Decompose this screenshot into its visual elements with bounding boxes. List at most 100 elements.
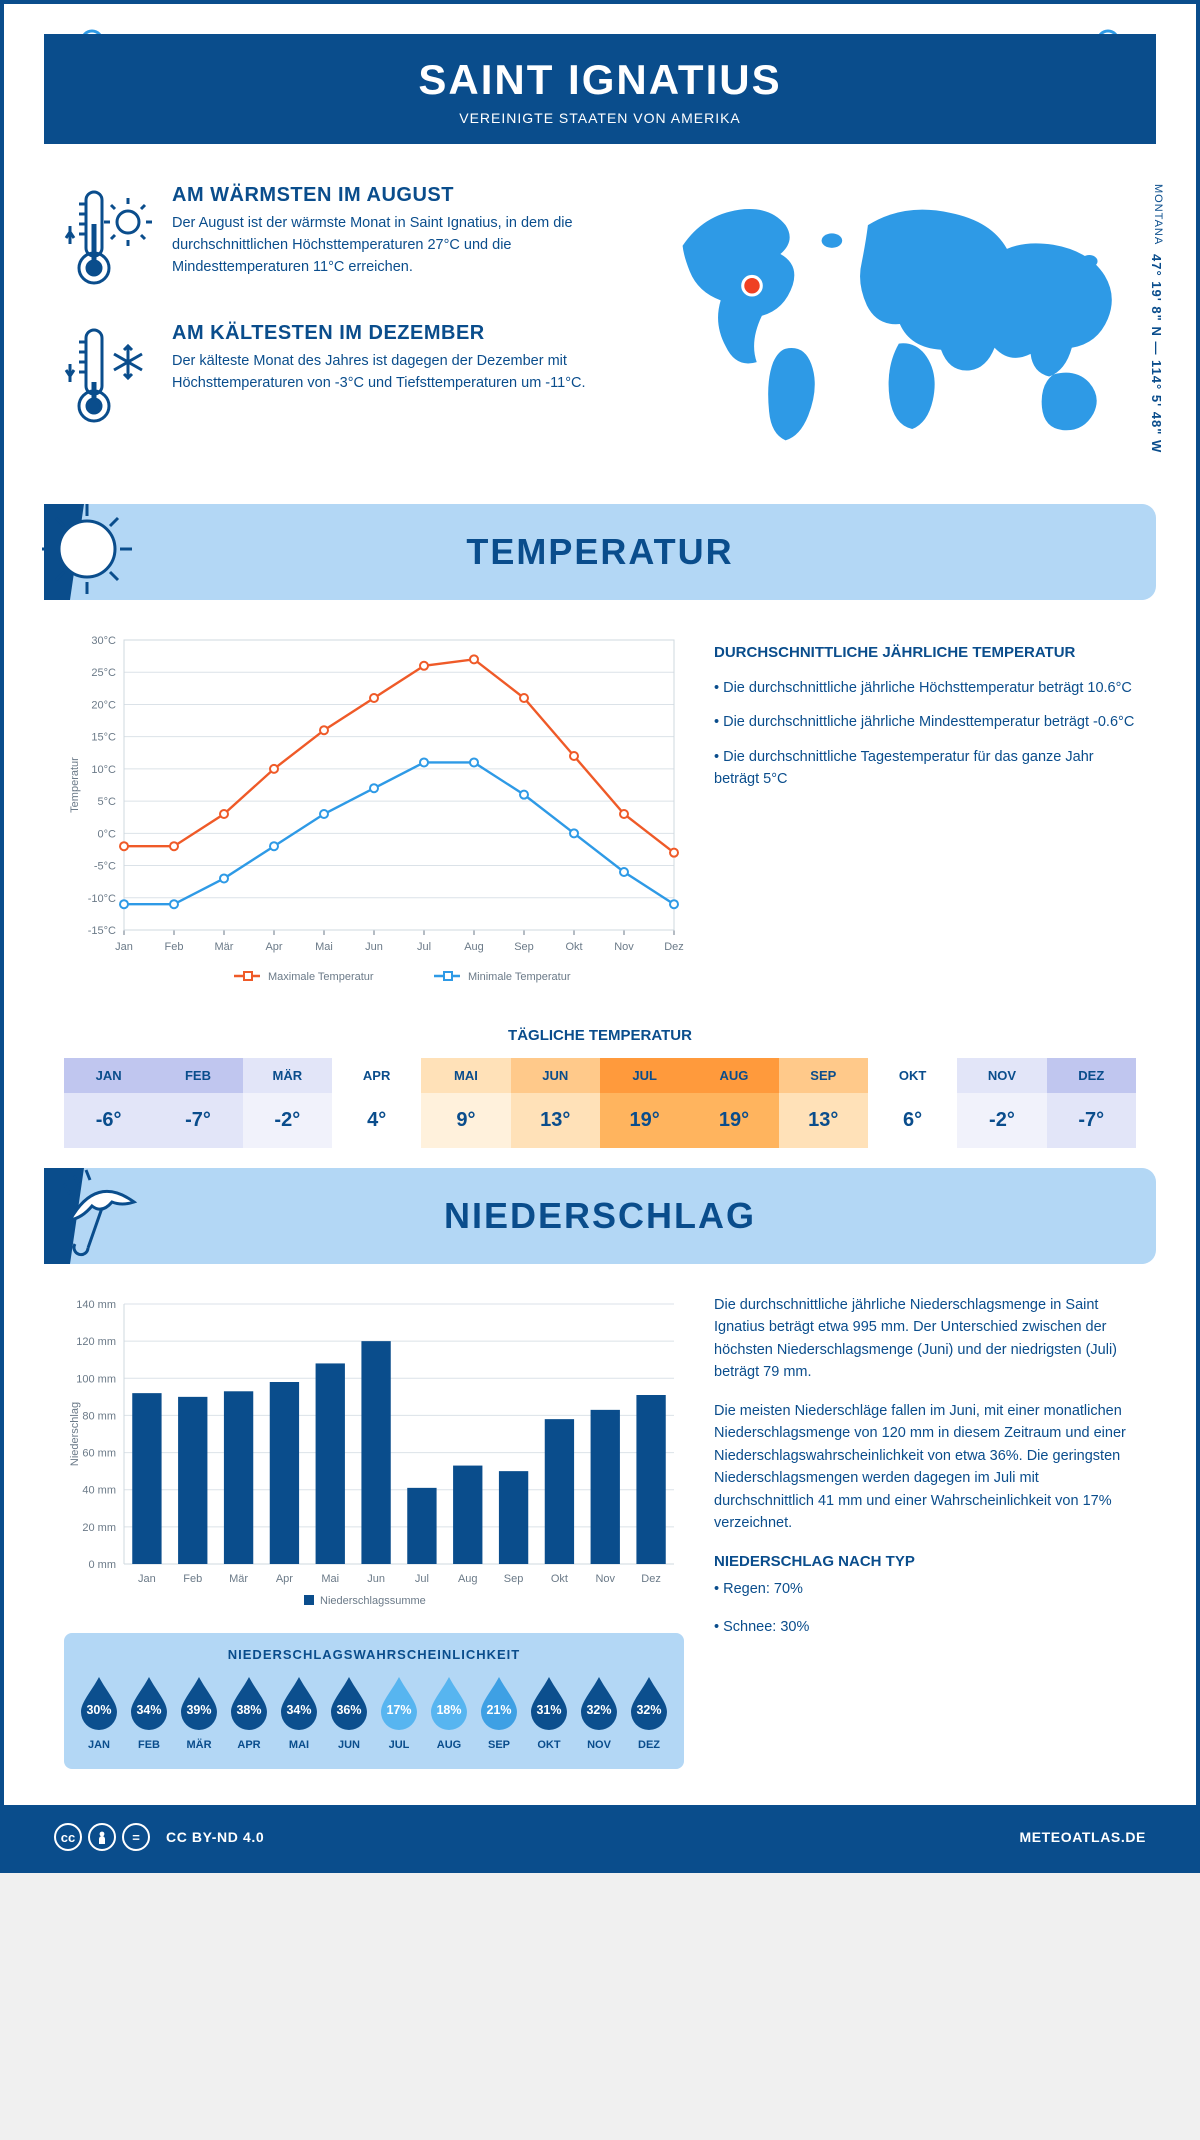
precip-left-col: 0 mm20 mm40 mm60 mm80 mm100 mm120 mm140 … — [64, 1294, 684, 1769]
precip-prob-cell: 39%MÄR — [176, 1674, 222, 1751]
daily-temp-month: JAN — [64, 1058, 153, 1093]
daily-temp-cell: MAI9° — [421, 1058, 510, 1148]
raindrop-icon: 34% — [127, 1674, 171, 1730]
daily-temp-month: MAI — [421, 1058, 510, 1093]
world-map-icon — [662, 184, 1136, 452]
svg-text:34%: 34% — [136, 1703, 161, 1717]
svg-text:10°C: 10°C — [91, 764, 116, 776]
svg-text:30°C: 30°C — [91, 635, 116, 647]
precip-prob-cell: 18%AUG — [426, 1674, 472, 1751]
precip-prob-cell: 30% JAN — [76, 1674, 122, 1751]
raindrop-icon: 30% — [77, 1674, 121, 1730]
precipitation-bar-chart: 0 mm20 mm40 mm60 mm80 mm100 mm120 mm140 … — [64, 1294, 684, 1614]
fact-coldest: AM KÄLTESTEN IM DEZEMBER Der kälteste Mo… — [64, 322, 632, 432]
svg-text:36%: 36% — [336, 1703, 361, 1717]
svg-text:Aug: Aug — [464, 941, 484, 953]
raindrop-icon: 39% — [177, 1674, 221, 1730]
intro-map-block: MONTANA 47° 19' 8" N — 114° 5' 48" W — [662, 184, 1136, 460]
temperature-banner: TEMPERATUR — [44, 504, 1156, 600]
svg-text:20 mm: 20 mm — [82, 1522, 116, 1534]
precip-para-0: Die durchschnittliche jährliche Niedersc… — [714, 1294, 1136, 1384]
footer: cc = CC BY-ND 4.0 METEOATLAS.DE — [4, 1805, 1196, 1869]
svg-text:Okt: Okt — [551, 1573, 568, 1585]
daily-temp-table: JAN-6°FEB-7°MÄR-2°APR4°MAI9°JUN13°JUL19°… — [64, 1058, 1136, 1148]
precip-prob-row: 30%JAN34%FEB39%MÄR38%APR34%MAI36%JUN17%J… — [76, 1674, 672, 1751]
page-title: SAINT IGNATIUS — [144, 56, 1056, 104]
svg-text:20°C: 20°C — [91, 699, 116, 711]
daily-temp-value: -2° — [243, 1093, 332, 1148]
svg-text:34%: 34% — [286, 1703, 311, 1717]
daily-temp-value: 19° — [600, 1093, 689, 1148]
precip-type-title: NIEDERSCHLAG NACH TYP — [714, 1553, 1136, 1570]
svg-text:Feb: Feb — [165, 941, 184, 953]
daily-temp-cell: SEP13° — [779, 1058, 868, 1148]
precip-prob-month: JUL — [376, 1739, 422, 1751]
umbrella-icon — [52, 1164, 148, 1268]
svg-text:Jan: Jan — [138, 1573, 156, 1585]
precip-probability-box: NIEDERSCHLAGSWAHRSCHEINLICHKEIT 30% JAN 34… — [64, 1633, 684, 1769]
license-block: cc = CC BY-ND 4.0 — [54, 1823, 264, 1851]
svg-text:Apr: Apr — [276, 1573, 293, 1585]
svg-text:Temperatur: Temperatur — [69, 757, 81, 813]
daily-temp-cell: JUL19° — [600, 1058, 689, 1148]
svg-text:32%: 32% — [636, 1703, 661, 1717]
daily-temp-title: TÄGLICHE TEMPERATUR — [4, 1027, 1196, 1044]
svg-text:0 mm: 0 mm — [89, 1559, 117, 1571]
precip-prob-title: NIEDERSCHLAGSWAHRSCHEINLICHKEIT — [76, 1647, 672, 1662]
svg-text:-10°C: -10°C — [88, 893, 116, 905]
precip-right-col: Die durchschnittliche jährliche Niedersc… — [714, 1294, 1136, 1769]
precip-prob-cell: 36%JUN — [326, 1674, 372, 1751]
precip-prob-cell: 32%DEZ — [626, 1674, 672, 1751]
svg-text:21%: 21% — [486, 1703, 511, 1717]
intro-section: AM WÄRMSTEN IM AUGUST Der August ist der… — [4, 144, 1196, 490]
svg-text:Apr: Apr — [265, 941, 282, 953]
daily-temp-value: 13° — [779, 1093, 868, 1148]
temp-bullet-0: • Die durchschnittliche jährliche Höchst… — [714, 677, 1136, 699]
daily-temp-cell: OKT6° — [868, 1058, 957, 1148]
daily-temp-value: -2° — [957, 1093, 1046, 1148]
svg-text:Maximale Temperatur: Maximale Temperatur — [268, 971, 374, 983]
svg-text:Nov: Nov — [614, 941, 634, 953]
fact-cold-text: Der kälteste Monat des Jahres ist dagege… — [172, 351, 632, 395]
svg-text:39%: 39% — [186, 1703, 211, 1717]
precip-prob-cell: 34%FEB — [126, 1674, 172, 1751]
precip-para-1: Die meisten Niederschläge fallen im Juni… — [714, 1400, 1136, 1535]
svg-text:140 mm: 140 mm — [76, 1299, 116, 1311]
temperature-section: -15°C-10°C-5°C0°C5°C10°C15°C20°C25°C30°C… — [4, 600, 1196, 1005]
daily-temp-value: 4° — [332, 1093, 421, 1148]
svg-text:25°C: 25°C — [91, 667, 116, 679]
nd-icon: = — [122, 1823, 150, 1851]
svg-text:Mär: Mär — [229, 1573, 248, 1585]
svg-text:32%: 32% — [586, 1703, 611, 1717]
daily-temp-month: JUN — [511, 1058, 600, 1093]
svg-text:60 mm: 60 mm — [82, 1448, 116, 1460]
svg-text:Jun: Jun — [365, 941, 383, 953]
raindrop-icon: 32% — [577, 1674, 621, 1730]
daily-temp-month: FEB — [153, 1058, 242, 1093]
precip-prob-month: OKT — [526, 1739, 572, 1751]
raindrop-icon: 31% — [527, 1674, 571, 1730]
daily-temp-month: SEP — [779, 1058, 868, 1093]
precip-prob-cell: 38%APR — [226, 1674, 272, 1751]
fact-warmest: AM WÄRMSTEN IM AUGUST Der August ist der… — [64, 184, 632, 294]
daily-temp-month: AUG — [689, 1058, 778, 1093]
coordinates-label: 47° 19' 8" N — 114° 5' 48" W — [1149, 254, 1164, 453]
temp-bullet-2: • Die durchschnittliche Tagestemperatur … — [714, 746, 1136, 791]
svg-text:Jul: Jul — [415, 1573, 429, 1585]
svg-text:Okt: Okt — [565, 941, 582, 953]
intro-facts: AM WÄRMSTEN IM AUGUST Der August ist der… — [64, 184, 632, 460]
raindrop-icon: 36% — [327, 1674, 371, 1730]
daily-temp-cell: APR4° — [332, 1058, 421, 1148]
precip-prob-month: JAN — [76, 1739, 122, 1751]
precip-prob-month: SEP — [476, 1739, 522, 1751]
thermometer-snow-icon — [64, 322, 154, 432]
svg-text:Dez: Dez — [641, 1573, 661, 1585]
svg-text:-15°C: -15°C — [88, 925, 116, 937]
svg-text:80 mm: 80 mm — [82, 1410, 116, 1422]
cc-icon: cc — [54, 1823, 82, 1851]
daily-temp-value: 13° — [511, 1093, 600, 1148]
daily-temp-month: APR — [332, 1058, 421, 1093]
svg-text:Minimale Temperatur: Minimale Temperatur — [468, 971, 571, 983]
svg-text:Feb: Feb — [183, 1573, 202, 1585]
precip-prob-month: MAI — [276, 1739, 322, 1751]
